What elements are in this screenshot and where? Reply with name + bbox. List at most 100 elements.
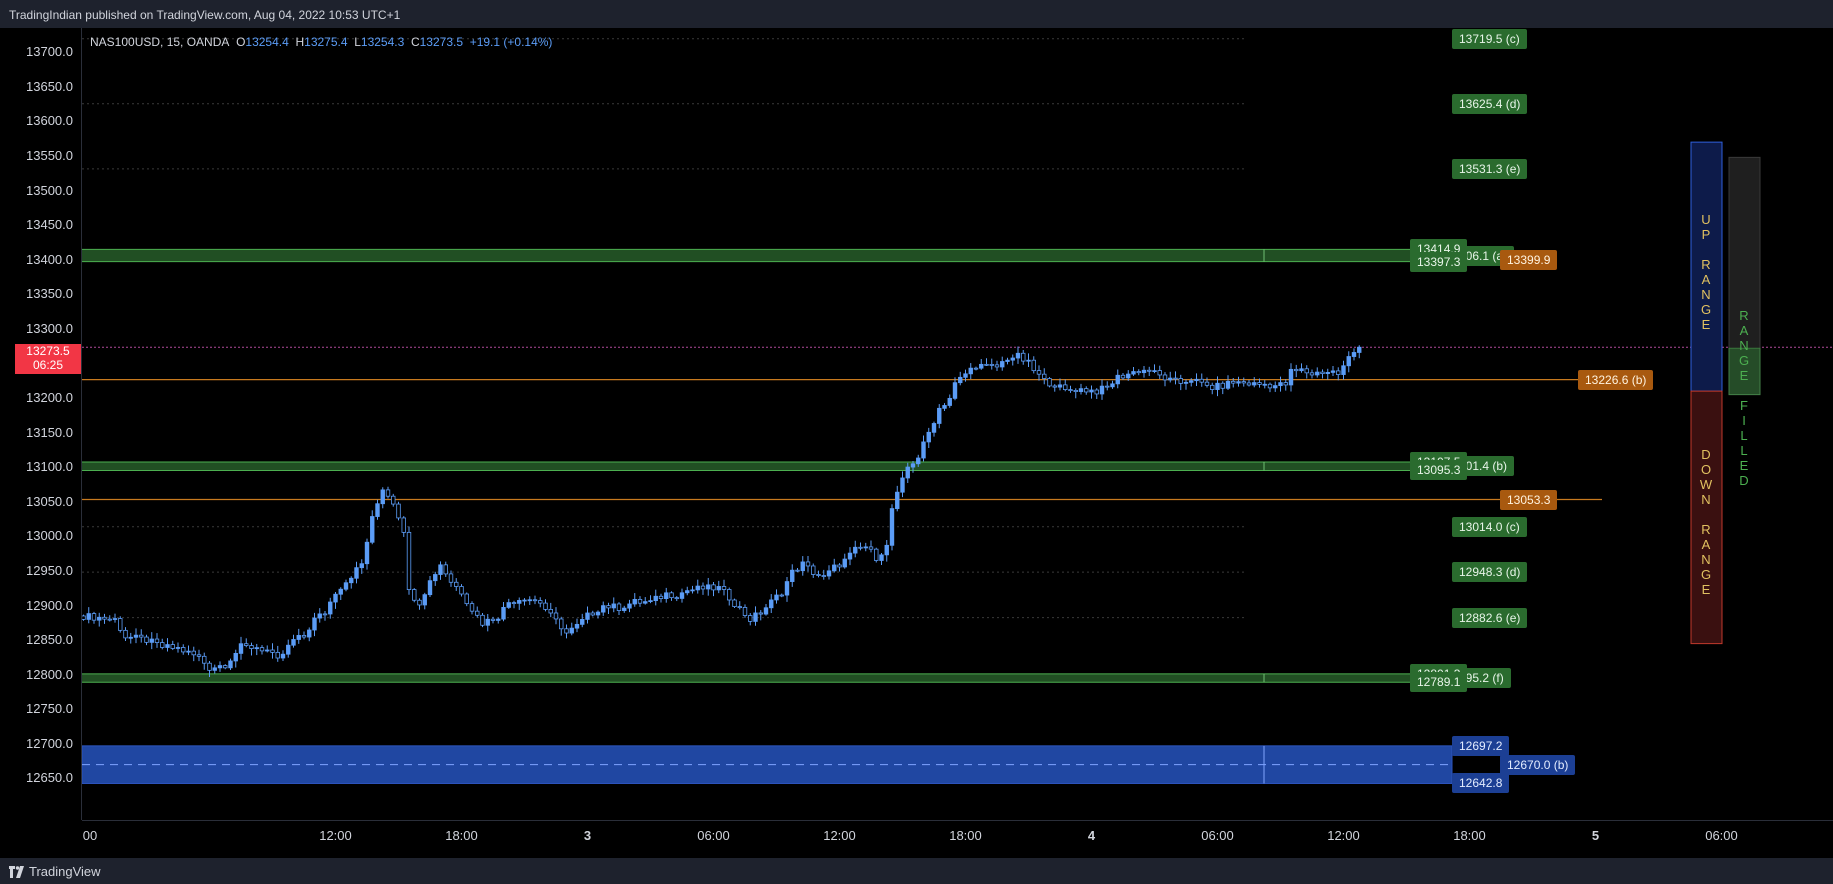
candle-body: [758, 612, 763, 615]
range-filled-text: G: [1739, 353, 1749, 368]
candle-body: [774, 594, 779, 601]
candle-body: [1126, 373, 1131, 379]
candle-body: [82, 615, 86, 620]
candle-body: [1026, 359, 1031, 362]
y-tick-label: 13500.0: [26, 182, 73, 198]
y-tick-label: 13100.0: [26, 459, 73, 475]
candle-body: [543, 602, 548, 610]
low-value: 13254.3: [360, 35, 405, 49]
candle-body: [480, 614, 485, 626]
candle-body: [1220, 382, 1225, 389]
candle-body: [559, 618, 564, 630]
candle-body: [1068, 389, 1073, 392]
candle-body: [1320, 371, 1325, 375]
candle-body: [417, 599, 422, 606]
candle-body: [853, 546, 858, 554]
level-label: 101.4 (b): [1452, 456, 1515, 477]
candle-body: [249, 645, 254, 649]
candle-body: [1157, 370, 1162, 376]
candle-body: [1021, 352, 1026, 362]
candle-body: [1257, 382, 1262, 385]
candle-body: [333, 593, 338, 603]
candle-body: [291, 639, 296, 646]
close-label: C: [410, 35, 420, 49]
candle-body: [1162, 374, 1168, 381]
tradingview-logo[interactable]: TradingView: [9, 864, 101, 879]
candle-body: [317, 613, 322, 619]
x-tick-label: 3: [583, 828, 592, 843]
candle-body: [601, 605, 606, 613]
level-label: 13226.6 (b): [1578, 369, 1654, 390]
candle-body: [858, 546, 863, 549]
range-filled-text: F: [1740, 398, 1748, 413]
candle-body: [438, 564, 443, 575]
candle-body: [1194, 378, 1199, 382]
candle-body: [1278, 382, 1283, 387]
candle-body: [1351, 352, 1357, 357]
candle-body: [958, 376, 963, 384]
candle-body: [1204, 381, 1210, 386]
candle-body: [590, 612, 595, 616]
candle-body: [307, 629, 312, 638]
candle-body: [916, 457, 921, 465]
candle-body: [359, 563, 364, 569]
candle-body: [1273, 385, 1278, 389]
green-zone: [82, 249, 1462, 262]
candle-body: [375, 503, 380, 517]
up-range-text: P: [1702, 227, 1711, 242]
low-label: L: [354, 35, 361, 49]
y-tick-label: 13050.0: [26, 493, 73, 509]
candle-body: [254, 647, 259, 650]
y-tick-label: 13350.0: [26, 286, 73, 302]
candle-body: [1231, 380, 1236, 384]
candle-body: [821, 575, 826, 577]
candle-body: [349, 577, 354, 584]
candle-body: [1105, 385, 1110, 388]
candle-body: [690, 589, 695, 592]
down-range-text: A: [1702, 537, 1711, 552]
level-label: 12642.8: [1452, 773, 1510, 794]
candle-body: [1336, 370, 1341, 375]
candle-body: [506, 602, 511, 608]
candle-body: [448, 573, 454, 583]
open-label: O: [236, 35, 246, 49]
candle-body: [742, 607, 748, 616]
candle-body: [391, 495, 396, 505]
candle-body: [217, 665, 223, 669]
candle-body: [1178, 378, 1183, 384]
y-tick-label: 12900.0: [26, 597, 73, 613]
range-filled-text: I: [1742, 413, 1746, 428]
brand-name: TradingView: [29, 864, 101, 879]
time-axis[interactable]: 00 12:00 18:00 3 06:00 12:00 18:00 4 06:00 12:00 1…: [82, 820, 1833, 859]
candle-body: [1183, 381, 1189, 384]
candle-body: [1141, 369, 1147, 374]
candle-body: [380, 489, 385, 505]
y-tick-label: 12750.0: [26, 701, 73, 717]
candle-body: [884, 544, 889, 556]
candle-body: [1015, 352, 1021, 359]
candle-body: [716, 586, 721, 591]
candle-body: [921, 441, 926, 459]
candle-body: [1152, 370, 1157, 373]
candle-body: [354, 567, 359, 579]
down-range-panel: [1690, 390, 1723, 645]
candle-body: [895, 491, 900, 509]
down-range-text: N: [1701, 492, 1710, 507]
price-axis[interactable]: 13700.0 13650.0 13600.0 13550.0 13500.0 13450…: [0, 28, 82, 820]
candle-body: [1063, 384, 1068, 391]
candle-body: [795, 569, 800, 572]
candle-body: [154, 638, 160, 643]
y-tick-label: 13550.0: [26, 147, 73, 163]
y-tick-label: 13600.0: [26, 113, 73, 129]
candle-body: [1131, 371, 1136, 375]
candle-body: [994, 364, 1000, 368]
candle-body: [664, 592, 669, 599]
level-label: 13053.3: [1500, 489, 1558, 510]
candle-body: [275, 651, 280, 659]
close-value: 13273.5: [419, 35, 464, 49]
candle-body: [496, 618, 501, 621]
candle-body: [910, 463, 916, 468]
candle-body: [832, 564, 837, 572]
candle-body: [1089, 389, 1094, 393]
